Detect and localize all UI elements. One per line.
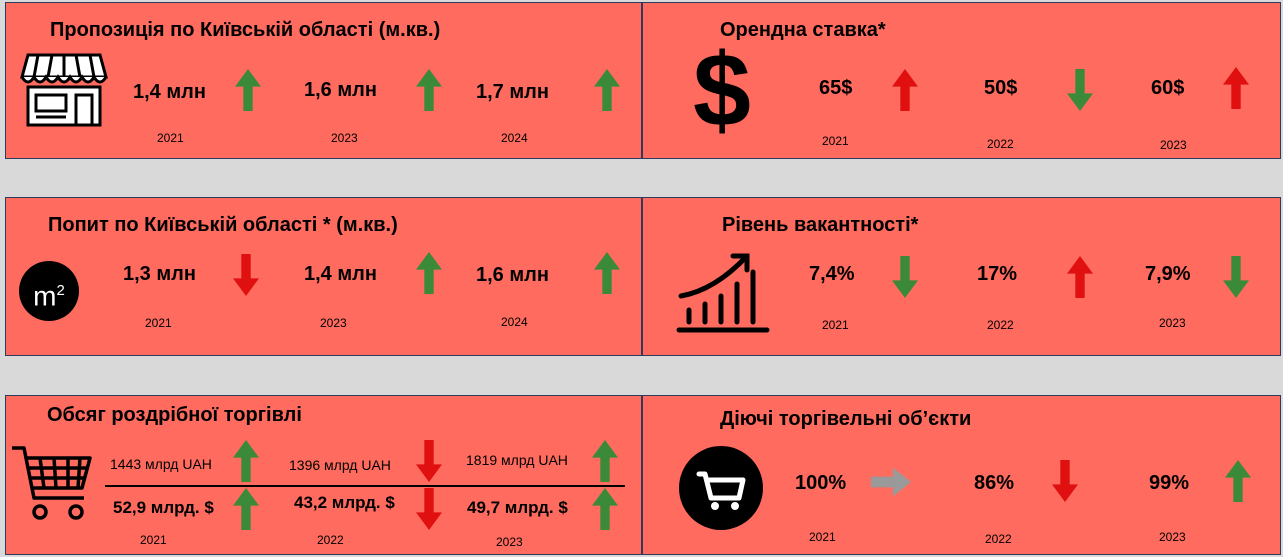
cart-circle-icon [679, 446, 763, 530]
arrow-down-icon [1067, 69, 1093, 111]
arrow-up-icon [233, 440, 259, 482]
supply-title: Пропозиція по Київській області (м.кв.) [50, 19, 441, 41]
retail-title: Обсяг роздрібної торгівлі [47, 404, 302, 426]
arrow-up-icon [1223, 67, 1249, 109]
vacancy-value-2: 17% [977, 263, 1018, 285]
demand-year-2: 2023 [320, 316, 347, 330]
arrow-down-icon [416, 440, 442, 482]
arrow-up-icon [416, 69, 442, 111]
objects-year-1: 2021 [809, 530, 836, 544]
retail-usd-3: 49,7 млрд. $ [467, 498, 568, 517]
demand-value-3: 1,6 млн [476, 264, 549, 286]
retail-uah-1: 1443 млрд UAH [110, 456, 212, 472]
vacancy-panel: Рівень вакантності* 7,4% 17% 7,9% 2021 2… [642, 197, 1281, 356]
arrow-up-icon [892, 69, 918, 111]
retail-year-3: 2023 [496, 535, 523, 549]
objects-value-3: 99% [1149, 472, 1190, 494]
rent-value-3: 60$ [1151, 77, 1185, 99]
arrow-up-icon [1225, 460, 1251, 502]
arrow-up-icon [416, 252, 442, 294]
dollar-icon: $ [693, 33, 751, 149]
retail-uah-3: 1819 млрд UAH [466, 452, 568, 468]
objects-panel: Діючі торгівельні об’єкти 100% 86% 99% 2… [642, 395, 1281, 555]
supply-value-2: 1,6 млн [304, 79, 377, 101]
arrow-down-icon [416, 488, 442, 530]
retail-year-2: 2022 [317, 533, 344, 547]
arrow-up-icon [594, 69, 620, 111]
demand-value-1: 1,3 млн [123, 263, 196, 285]
divider-line [105, 485, 625, 487]
retail-panel: Обсяг роздрібної торгівлі 1443 млрд UAH … [5, 395, 642, 555]
arrow-up-icon [594, 252, 620, 294]
objects-year-3: 2023 [1159, 530, 1186, 544]
vacancy-year-3: 2023 [1159, 316, 1186, 330]
rent-value-1: 65$ [819, 77, 853, 99]
objects-year-2: 2022 [985, 532, 1012, 546]
rent-value-2: 50$ [984, 77, 1018, 99]
objects-value-2: 86% [974, 472, 1015, 494]
arrow-down-icon [233, 254, 259, 296]
supply-year-2: 2023 [331, 131, 358, 145]
vacancy-year-1: 2021 [822, 318, 849, 332]
arrow-up-icon [592, 488, 618, 530]
rent-year-2: 2022 [987, 137, 1014, 151]
retail-usd-1: 52,9 млрд. $ [113, 498, 214, 517]
objects-title: Діючі торгівельні об’єкти [720, 408, 972, 430]
demand-year-3: 2024 [501, 315, 528, 329]
retail-year-1: 2021 [140, 533, 167, 547]
demand-value-2: 1,4 млн [304, 263, 377, 285]
growth-chart-icon [676, 253, 770, 333]
demand-panel: Попит по Київській області * (м.кв.) m2 … [5, 197, 642, 356]
arrow-up-icon [233, 488, 259, 530]
arrow-up-icon [592, 440, 618, 482]
retail-usd-2: 43,2 млрд. $ [294, 493, 395, 512]
rent-title: Орендна ставка* [720, 19, 886, 41]
arrow-up-icon [1067, 256, 1093, 298]
rent-year-1: 2021 [822, 134, 849, 148]
objects-value-1: 100% [795, 472, 847, 494]
store-icon [20, 53, 108, 127]
rent-year-3: 2023 [1160, 138, 1187, 152]
arrow-right-icon [871, 464, 911, 500]
arrow-down-icon [1223, 256, 1249, 298]
vacancy-value-3: 7,9% [1145, 263, 1191, 285]
supply-year-1: 2021 [157, 131, 184, 145]
shopping-cart-icon [12, 446, 92, 520]
retail-uah-2: 1396 млрд UAH [289, 457, 391, 473]
demand-title: Попит по Київській області * (м.кв.) [48, 214, 398, 236]
arrow-down-icon [892, 256, 918, 298]
arrow-down-icon [1052, 460, 1078, 502]
arrow-up-icon [235, 69, 261, 111]
supply-value-3: 1,7 млн [476, 81, 549, 103]
square-meter-icon: m2 [19, 261, 79, 321]
vacancy-title: Рівень вакантності* [722, 214, 919, 236]
supply-value-1: 1,4 млн [133, 81, 206, 103]
vacancy-value-1: 7,4% [809, 263, 855, 285]
rent-panel: Орендна ставка* $ 65$ 50$ 60$ 2021 2022 … [642, 2, 1281, 159]
supply-year-3: 2024 [501, 131, 528, 145]
demand-year-1: 2021 [145, 316, 172, 330]
vacancy-year-2: 2022 [987, 318, 1014, 332]
supply-panel: Пропозиція по Київській області (м.кв.) … [5, 2, 642, 159]
